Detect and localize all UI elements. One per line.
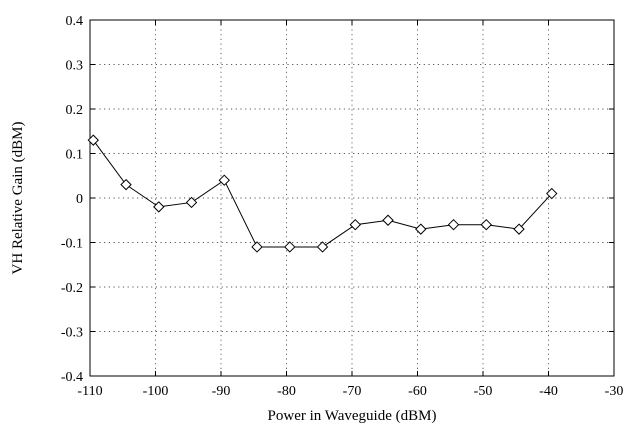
x-tick-label: -70	[343, 384, 362, 399]
data-point-marker	[447, 218, 460, 231]
y-tick-label: -0.3	[61, 326, 83, 341]
y-tick-label: -0.1	[61, 237, 83, 252]
data-point-marker	[316, 241, 329, 253]
y-tick-labels: 0.4 0.3 0.2 0.1 0 -0.1 -0.2 -0.3 -0.4	[61, 14, 83, 385]
data-point-marker	[251, 241, 263, 253]
data-point-marker	[153, 201, 165, 213]
plot-frame	[89, 19, 615, 377]
y-tick-label: -0.2	[61, 281, 83, 296]
data-point-marker	[480, 218, 492, 231]
grid-layer	[90, 20, 614, 376]
y-axis-label: VH Relative Gain (dBM)	[10, 122, 26, 275]
x-tick-label: -90	[212, 384, 231, 399]
y-tick-label: 0.1	[66, 148, 84, 163]
x-tick-label: -110	[77, 384, 102, 399]
y-tick-label: 0	[76, 192, 83, 207]
ticks-layer	[89, 19, 615, 377]
data-point-marker	[185, 196, 198, 209]
series-layer	[87, 134, 558, 253]
x-tick-label: -40	[539, 384, 558, 399]
y-tick-label: 0.2	[66, 103, 84, 118]
x-tick-label: -30	[605, 384, 623, 399]
data-point-marker	[513, 223, 525, 235]
y-tick-label: 0.3	[66, 59, 84, 74]
data-point-marker	[546, 187, 558, 200]
data-point-marker	[87, 134, 99, 146]
x-tick-label: -100	[143, 384, 169, 399]
x-tick-labels: -110 -100 -90 -80 -70 -60 -50 -40 -30	[77, 384, 623, 399]
x-tick-label: -60	[408, 384, 427, 399]
data-point-marker	[415, 223, 427, 235]
x-tick-label: -50	[474, 384, 493, 399]
x-tick-label: -80	[277, 384, 296, 399]
data-point-marker	[120, 178, 132, 191]
data-point-marker	[284, 241, 296, 253]
data-point-marker	[382, 214, 394, 226]
data-point-marker	[218, 174, 230, 186]
series-line	[92, 139, 553, 248]
x-axis-label: Power in Waveguide (dBM)	[268, 408, 437, 424]
y-tick-label: -0.4	[61, 370, 83, 385]
data-point-marker	[349, 218, 361, 231]
y-tick-label: 0.4	[66, 14, 84, 29]
